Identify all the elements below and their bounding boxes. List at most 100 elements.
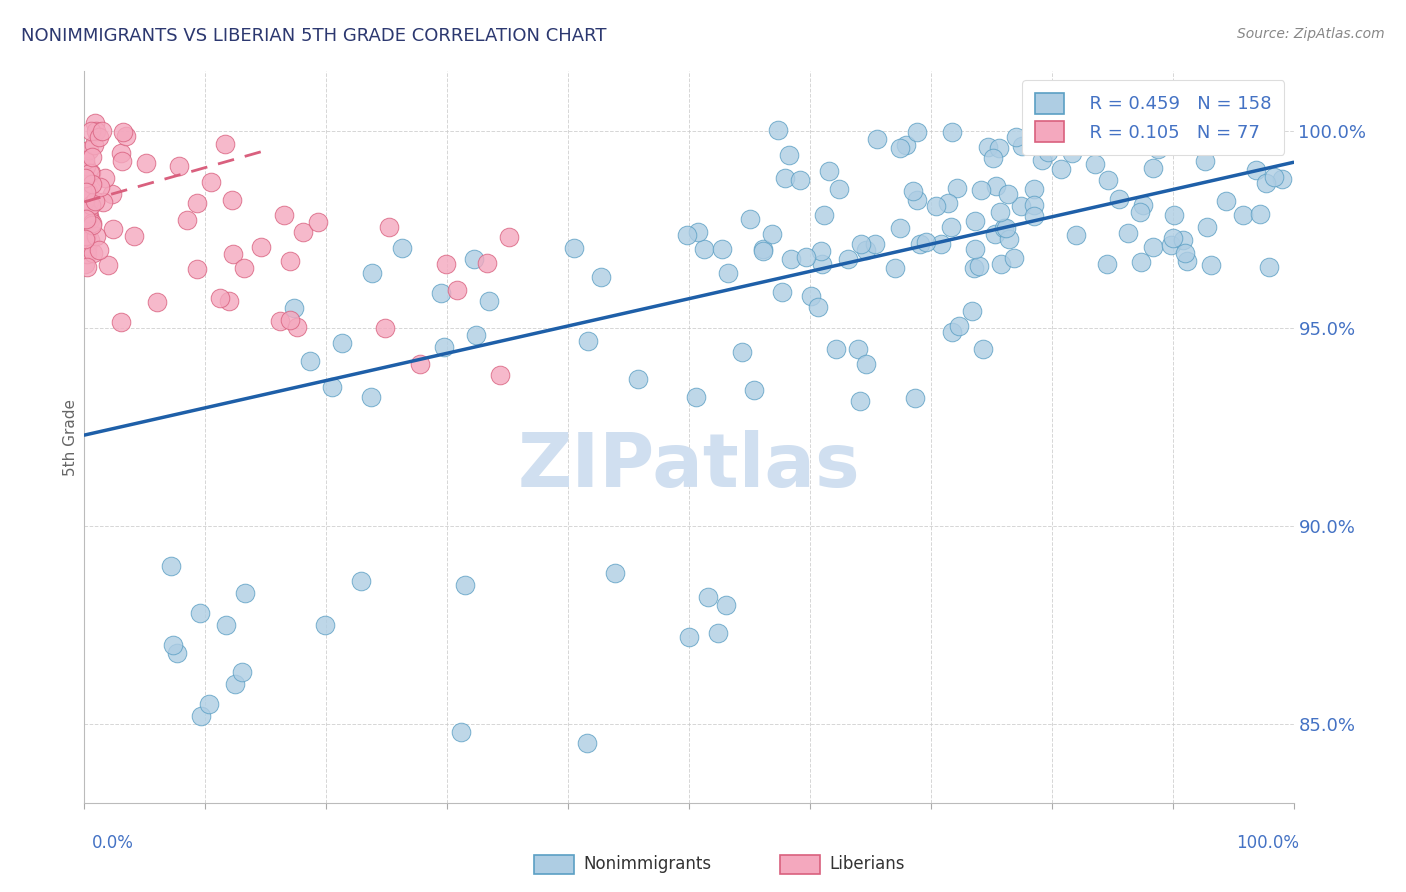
Point — [218, 294, 240, 309]
Point — [80, 166, 103, 180]
Point — [761, 227, 783, 241]
Point — [299, 354, 322, 368]
Point — [1142, 161, 1164, 175]
Point — [1031, 153, 1053, 167]
Point — [1036, 145, 1059, 159]
Point — [94, 171, 117, 186]
Point — [692, 242, 714, 256]
Point — [83, 194, 105, 209]
Point — [1270, 172, 1292, 186]
Point — [578, 334, 600, 349]
Point — [89, 179, 111, 194]
Point — [1102, 115, 1125, 129]
Point — [1022, 198, 1045, 212]
Point — [768, 123, 790, 137]
Point — [1129, 255, 1152, 269]
Point — [73, 153, 96, 167]
Point — [837, 252, 859, 267]
Point — [80, 218, 103, 232]
Point — [1050, 162, 1073, 177]
Point — [907, 193, 929, 207]
Point — [1142, 239, 1164, 253]
Point — [76, 206, 98, 220]
Point — [751, 244, 773, 259]
Point — [1256, 176, 1278, 190]
Point — [901, 184, 924, 198]
Point — [1109, 137, 1132, 152]
Point — [1175, 253, 1198, 268]
Point — [221, 193, 243, 207]
Point — [1125, 120, 1147, 135]
Point — [627, 372, 650, 386]
Point — [1097, 172, 1119, 186]
Point — [475, 256, 498, 270]
Point — [998, 232, 1021, 246]
Point — [90, 124, 112, 138]
Point — [740, 212, 762, 227]
Point — [87, 130, 110, 145]
Point — [463, 252, 485, 266]
Point — [433, 341, 456, 355]
Point — [409, 357, 432, 371]
Point — [176, 212, 198, 227]
Point — [1010, 199, 1032, 213]
Point — [83, 138, 105, 153]
Point — [188, 606, 211, 620]
Point — [1024, 182, 1046, 196]
Point — [224, 677, 246, 691]
Point — [848, 394, 870, 409]
Point — [283, 301, 305, 316]
Point — [780, 252, 803, 266]
Point — [215, 618, 238, 632]
Point — [965, 214, 987, 228]
Point — [965, 242, 987, 256]
Point — [1197, 220, 1219, 235]
Point — [1199, 259, 1222, 273]
Point — [938, 195, 960, 210]
Point — [200, 175, 222, 189]
Point — [678, 630, 700, 644]
Point — [993, 220, 1015, 235]
Point — [990, 257, 1012, 271]
Point — [1156, 135, 1178, 149]
Point — [915, 235, 938, 249]
Point — [1146, 142, 1168, 156]
Point — [75, 159, 97, 173]
Point — [977, 140, 1000, 154]
Point — [360, 390, 382, 404]
Point — [112, 125, 135, 139]
Point — [1244, 163, 1267, 178]
Point — [76, 260, 98, 275]
Point — [818, 164, 841, 178]
Point — [278, 253, 301, 268]
Point — [866, 132, 889, 146]
Point — [1105, 137, 1128, 152]
Point — [273, 208, 295, 222]
Point — [186, 261, 208, 276]
Point — [321, 380, 343, 394]
Text: 100.0%: 100.0% — [1236, 834, 1299, 852]
Point — [84, 229, 107, 244]
Point — [233, 586, 256, 600]
Point — [1095, 257, 1118, 271]
Point — [714, 598, 737, 612]
Point — [214, 136, 236, 151]
Point — [1129, 204, 1152, 219]
Point — [1132, 198, 1154, 212]
Point — [807, 301, 830, 315]
Point — [1263, 170, 1285, 185]
Point — [478, 293, 501, 308]
Point — [811, 257, 834, 271]
Point — [378, 220, 401, 235]
Text: ZIPatlas: ZIPatlas — [517, 430, 860, 503]
Point — [77, 143, 100, 157]
Point — [1084, 157, 1107, 171]
Point — [988, 141, 1011, 155]
Point — [848, 342, 870, 356]
Point — [454, 578, 477, 592]
Point — [91, 195, 114, 210]
Point — [89, 243, 111, 257]
Point — [232, 260, 254, 275]
Point — [269, 314, 291, 328]
Point — [498, 230, 520, 244]
